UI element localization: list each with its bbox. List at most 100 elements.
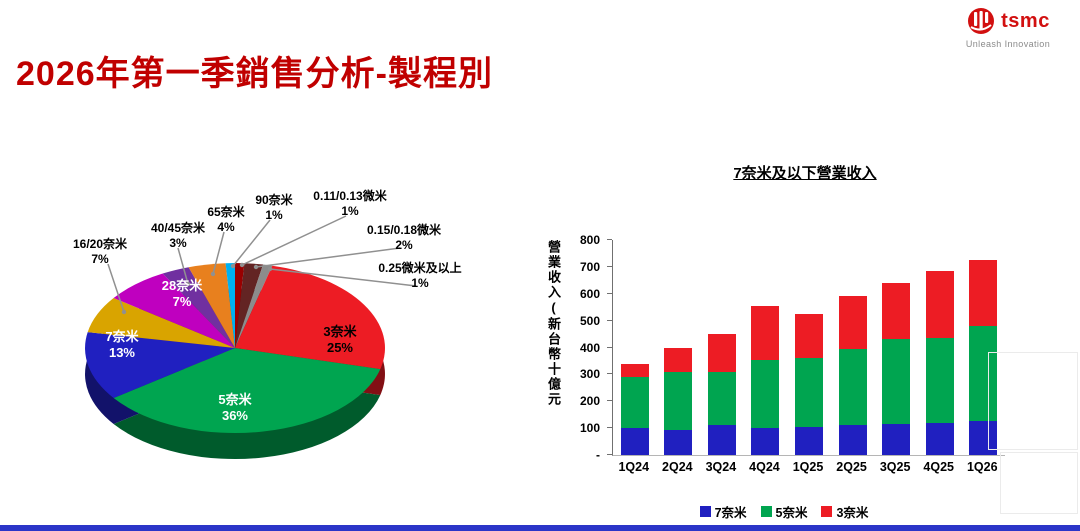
pie-callout-label: 0.15/0.18微米 — [366, 223, 442, 237]
bar-stack-2Q24 — [664, 347, 693, 455]
bar-3Q25 — [874, 240, 918, 455]
tsmc-wordmark: tsmc — [1001, 9, 1050, 32]
y-tick--: - — [596, 448, 600, 462]
bar-plot — [612, 240, 1005, 456]
pie-callout-label: 90奈米 — [255, 193, 293, 207]
bar-2Q25 — [831, 240, 875, 455]
pie-callout-pct: 1% — [341, 204, 359, 218]
bar-stack-1Q24 — [620, 363, 649, 455]
pie-callout-16-20nm: 16/20奈米 7% — [73, 237, 127, 267]
pie-slice-65奈米 — [188, 263, 235, 348]
y-tickmark — [607, 346, 612, 348]
bar-stack-2Q25 — [838, 296, 867, 455]
pie-callout-label: 65奈米 — [207, 205, 245, 219]
bar-segment-7奈米-2Q24 — [664, 429, 693, 455]
pie-label-7nm: 7奈米 13% — [105, 329, 138, 362]
pie-callout-pct: 2% — [395, 238, 413, 252]
bar-segment-5奈米-4Q25 — [925, 338, 954, 423]
pie-slice-0.25微米及以上 — [235, 264, 273, 348]
bar-2Q24 — [657, 240, 701, 455]
pie-callout-pct: 4% — [217, 220, 235, 234]
pie-callout-label: 0.25微米及以上 — [378, 261, 462, 275]
y-axis-label: 營業收入(新台幣十億元 — [546, 240, 561, 407]
y-tickmark — [607, 400, 612, 402]
x-label-1Q25: 1Q25 — [792, 460, 824, 474]
pie-slice-90奈米 — [225, 263, 235, 348]
bar-segment-3奈米-4Q24 — [751, 305, 780, 360]
x-label-1Q26: 1Q26 — [966, 460, 998, 474]
bar-segment-3奈米-4Q25 — [925, 270, 954, 339]
bar-chart: 7奈米及以下營業收入 營業收入(新台幣十億元 - 100 200 300 400 500 6… — [540, 150, 1070, 530]
bar-plot-area: - 100 200 300 400 500 600 700 800 1Q24 2Q24 3Q24 4Q… — [564, 233, 1005, 474]
y-tick-100: 100 — [579, 421, 600, 436]
legend-label-5奈米: 5奈米 — [775, 506, 808, 520]
y-tick-400: 400 — [579, 340, 600, 355]
legend-item-3奈米: 3奈米 — [821, 502, 868, 521]
bar-segment-5奈米-1Q26 — [969, 326, 998, 422]
x-label-4Q24: 4Q24 — [749, 460, 780, 474]
bar-segment-5奈米-2Q24 — [664, 371, 693, 430]
bar-segment-3奈米-3Q24 — [707, 334, 736, 372]
pie-label-28nm: 28奈米 7% — [162, 278, 202, 311]
pie-slice-label: 7奈米 — [105, 328, 139, 344]
pie-callout-90nm: 90奈米 1% — [255, 193, 292, 223]
pie-chart — [85, 215, 417, 460]
x-label-1Q24: 1Q24 — [618, 460, 650, 474]
legend-item-7奈米: 7奈米 — [699, 502, 747, 521]
bottom-accent-bar — [0, 525, 1080, 531]
pie-slice-5奈米 — [113, 348, 381, 434]
tsmc-wafer-icon — [968, 8, 995, 34]
bar-segment-7奈米-3Q24 — [707, 425, 736, 455]
y-tickmark — [607, 239, 612, 240]
bar-segment-3奈米-1Q25 — [795, 314, 824, 359]
y-tickmark — [607, 319, 612, 321]
page-title: 2026年第一季銷售分析-製程別 — [16, 55, 493, 93]
bar-segment-3奈米-2Q24 — [664, 347, 693, 372]
bar-segment-3奈米-1Q26 — [969, 260, 998, 327]
x-label-3Q24: 3Q24 — [705, 460, 737, 474]
bar-stack-4Q25 — [925, 270, 954, 455]
bar-segment-5奈米-1Q25 — [795, 358, 824, 427]
pie-callout-lines — [107, 215, 417, 315]
pie-callout-011-013um: 0.11/0.13微米 1% — [313, 189, 386, 219]
chart-legend: 7奈米 5奈米 3奈米 — [588, 502, 980, 521]
bar-segment-7奈米-2Q25 — [838, 425, 867, 455]
pie-slice-label: 5奈米 — [218, 391, 252, 407]
pie-slice-3奈米 — [235, 265, 385, 370]
x-label-2Q24: 2Q24 — [662, 460, 693, 474]
pie-chart-area: 16/20奈米 7% 40/45奈米 3% 65奈米 4% 90奈米 1% 0.… — [20, 188, 520, 518]
pie-label-5nm: 5奈米 36% — [218, 392, 251, 425]
bar-1Q26 — [962, 240, 1006, 455]
legend-swatch-5奈米 — [760, 506, 772, 517]
pie-callout-label: 0.11/0.13微米 — [313, 189, 387, 203]
pie-label-3nm: 3奈米 25% — [323, 324, 356, 357]
pie-slice-7奈米 — [85, 332, 235, 398]
bar-segment-3奈米-3Q25 — [882, 283, 911, 340]
pie-callout-label: 16/20奈米 — [72, 237, 128, 251]
bar-segment-7奈米-4Q24 — [751, 428, 780, 455]
bar-segment-7奈米-4Q25 — [925, 422, 954, 455]
x-label-2Q25: 2Q25 — [836, 460, 867, 474]
bar-4Q24 — [744, 240, 788, 455]
bar-segment-5奈米-3Q25 — [882, 339, 911, 425]
legend-label-7奈米: 7奈米 — [714, 506, 747, 520]
bar-segment-5奈米-3Q24 — [707, 371, 736, 426]
bar-4Q25 — [918, 240, 962, 455]
bar-segment-7奈米-1Q25 — [795, 426, 824, 455]
pie-callout-015-018um: 0.15/0.18微米 2% — [367, 223, 441, 253]
y-tickmark — [607, 373, 612, 375]
y-tick-700: 700 — [579, 259, 600, 274]
pie-slice-40/45奈米 — [162, 267, 235, 348]
bar-segment-3奈米-1Q24 — [620, 363, 649, 378]
pie-slice-0.11/0.13微米 — [235, 263, 245, 348]
pie-slice-28奈米 — [113, 273, 235, 348]
y-tickmark — [607, 292, 612, 294]
pie-slice-pct: 36% — [221, 408, 249, 423]
y-tick-500: 500 — [579, 313, 600, 328]
bar-segment-3奈米-2Q25 — [838, 296, 867, 349]
bar-segment-7奈米-3Q25 — [882, 424, 911, 455]
y-tick-800: 800 — [579, 233, 600, 247]
y-tick-200: 200 — [579, 394, 600, 409]
pie-callout-pct: 3% — [169, 236, 187, 250]
